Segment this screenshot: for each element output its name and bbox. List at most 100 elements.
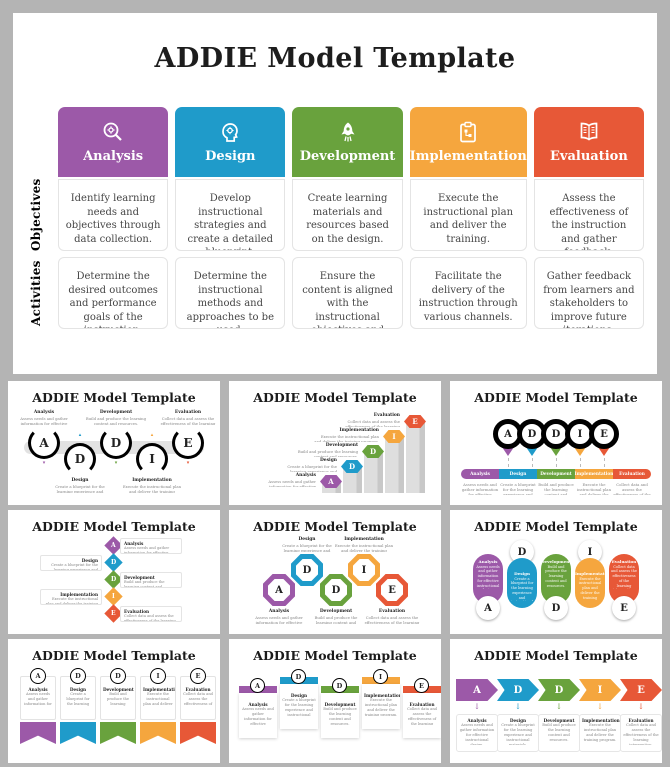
- chevron-down-icon: ▾: [186, 460, 190, 466]
- pennant-flag: [140, 722, 176, 744]
- bar-segment: Implementation: [575, 469, 613, 479]
- phase-hexagon: I: [383, 430, 405, 443]
- rocket-icon: [336, 120, 360, 144]
- main-slide-preview: ADDIE Model Template Objectives Activiti…: [13, 13, 657, 374]
- thumb-title: ADDIE Model Template: [474, 390, 638, 405]
- thumbnail-slide-2[interactable]: ADDIE Model Template A D D I E Analysis A…: [229, 381, 441, 505]
- row-label-objectives: Objectives: [29, 178, 43, 251]
- activity-card: Determine the instructional methods and …: [175, 257, 286, 329]
- phase-diamond: I: [104, 587, 123, 606]
- phase-letter-circle: E: [612, 596, 636, 620]
- objective-text: Execute the instructional plan and deliv…: [423, 193, 514, 245]
- book-icon: [577, 120, 601, 144]
- dashed-connector: [580, 458, 581, 467]
- phase-pill: Design Create a blueprint for the learnin…: [507, 558, 537, 608]
- objective-card: Execute the instructional plan and deliv…: [409, 179, 527, 251]
- phase-callout: Design Create a blueprint for the learnin…: [55, 478, 105, 493]
- phase-card: Evaluation Collect data and assess the ef…: [180, 676, 216, 720]
- chevron-down-icon: ▾: [42, 460, 46, 466]
- thumbnail-slide-5[interactable]: ADDIE Model Template Design Create a blue…: [229, 510, 441, 634]
- phase-callout: Analysis Assess needs and gather informat…: [255, 609, 303, 624]
- objective-text: Assess the effectiveness of the instruct…: [549, 193, 629, 250]
- activity-card: Facilitate the delivery of the instructi…: [409, 257, 527, 329]
- phase-letter-circle: E: [190, 668, 206, 684]
- phase-hexagon: D: [362, 445, 384, 458]
- phase-header-development: Development: [292, 107, 403, 177]
- phase-callout: Analysis Assess needs and gather informat…: [268, 473, 316, 487]
- phase-circle: I: [136, 443, 168, 475]
- phase-desc: Build and produce the learning content a…: [538, 482, 574, 495]
- thumbnail-slide-8[interactable]: ADDIE Model Template A Analysis Assess ne…: [229, 639, 441, 763]
- bar-segment: Development: [537, 469, 575, 479]
- phase-letter-circle: D: [70, 668, 86, 684]
- phase-letter-circle: I: [373, 669, 388, 684]
- thumb-title: ADDIE Model Template: [32, 648, 196, 663]
- thumb-title: ADDIE Model Template: [253, 519, 417, 534]
- phase-circle: A: [28, 427, 60, 459]
- thumbnail-slide-3[interactable]: ADDIE Model Template A D D I E Analysis …: [450, 381, 662, 505]
- phase-card: Analysis Assess needs and gather informat…: [20, 676, 56, 720]
- phase-card: Analysis Assess needs and gather informat…: [456, 714, 498, 752]
- thumbnail-slide-7[interactable]: ADDIE Model Template A Analysis Assess ne…: [8, 639, 220, 763]
- phase-octagon: I: [348, 554, 380, 586]
- phase-card: Analysis Assess needs and gather informat…: [120, 538, 182, 554]
- objective-card: Assess the effectiveness of the instruct…: [533, 179, 644, 251]
- clipboard-icon: [456, 120, 480, 144]
- chevron-arrow: D: [497, 679, 539, 701]
- phase-card: Evaluation Collect data and assess the ef…: [120, 606, 182, 622]
- phase-card: Design Create a blueprint for the learnin…: [40, 555, 102, 571]
- phase-letter-circle: A: [250, 678, 265, 693]
- arrow-down-icon: ↓: [514, 702, 522, 711]
- phase-letter-circle: I: [150, 668, 166, 684]
- phase-column-implementation: Implementation Execute the instructional…: [409, 107, 527, 329]
- phase-octagon: A: [263, 574, 295, 606]
- phase-card: Evaluation Collect data and assess the ef…: [403, 693, 441, 738]
- phase-card: Development Build and produce the learnin…: [321, 693, 359, 738]
- phase-letter-circle: E: [414, 678, 429, 693]
- chevron-arrow: A: [456, 679, 498, 701]
- chevron-arrow: E: [620, 679, 662, 701]
- phase-desc: Execute the instructional plan and deliv…: [576, 482, 612, 495]
- arrow-down-icon: ↓: [473, 702, 481, 711]
- phase-circle: E: [172, 427, 204, 459]
- phase-letter-circle: A: [476, 596, 500, 620]
- phase-callout: Implementation Execute the instructional …: [314, 428, 379, 442]
- chevron-up-icon: ▴: [78, 432, 82, 438]
- phase-callout: Evaluation Collect data and assess the ef…: [160, 410, 216, 425]
- stair-bar: [364, 451, 383, 493]
- phase-hexagon: D: [341, 460, 363, 473]
- phase-callout: Development Build and produce the learnin…: [314, 609, 358, 624]
- pennant-flag: [20, 722, 56, 744]
- dashed-connector: [604, 458, 605, 467]
- stair-bar: [385, 436, 404, 493]
- objective-text: Create learning materials and resources …: [306, 193, 389, 245]
- slide-title: ADDIE Model Template: [154, 43, 516, 74]
- objective-card: Create learning materials and resources …: [292, 179, 403, 251]
- phase-hexagon: E: [404, 415, 426, 428]
- phase-octagon: D: [291, 554, 323, 586]
- thumb-title: ADDIE Model Template: [253, 390, 417, 405]
- arrow-down-icon: ↓: [555, 702, 563, 711]
- thumb-title: ADDIE Model Template: [474, 648, 638, 663]
- thumbnail-slide-6[interactable]: ADDIE Model Template Analysis Assess need…: [450, 510, 662, 634]
- phase-name-label: Analysis: [83, 149, 144, 164]
- thumbnail-grid: ADDIE Model Template Analysis Assess need…: [8, 381, 662, 763]
- thumbnail-slide-4[interactable]: ADDIE Model Template A D D I E Analysis A…: [8, 510, 220, 634]
- thumbnail-slide-1[interactable]: ADDIE Model Template Analysis Assess need…: [8, 381, 220, 505]
- phase-circle: D: [64, 443, 96, 475]
- phase-name-label: Design: [205, 149, 256, 164]
- thumb-title: ADDIE Model Template: [32, 390, 196, 405]
- phase-card: Development Build and produce the learnin…: [538, 714, 580, 752]
- row-label-activities: Activities: [29, 260, 43, 326]
- bar-segment: Design: [499, 469, 537, 479]
- thumbnail-slide-9[interactable]: ADDIE Model Template A D D I E ↓ ↓ ↓ ↓ ↓…: [450, 639, 662, 763]
- phase-callout: Implementation Execute the instructional …: [122, 478, 182, 493]
- objective-text: Develop instructional strategies and cre…: [187, 193, 274, 250]
- phase-callout: Design Create a blueprint for the learnin…: [282, 537, 332, 552]
- pin-tail: [598, 447, 610, 456]
- activity-card: Ensure the content is aligned with the i…: [292, 257, 403, 329]
